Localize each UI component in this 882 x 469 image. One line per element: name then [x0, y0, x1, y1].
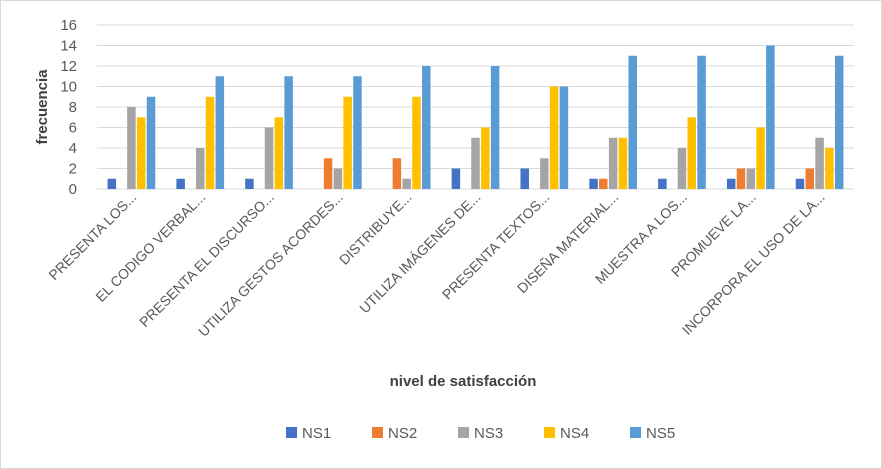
bar-ns2-5	[392, 158, 402, 189]
bar-ns3-3	[264, 127, 274, 189]
bar-ns4-3	[274, 117, 284, 189]
bar-ns4-5	[412, 96, 421, 189]
bar-ns5-8	[628, 55, 637, 189]
bar-ns1-8	[589, 178, 598, 189]
bar-ns3-4	[333, 168, 343, 189]
bar-ns3-9	[677, 148, 687, 189]
bars	[107, 45, 844, 189]
y-axis-title: frecuencia	[34, 69, 51, 145]
bar-ns2-10	[736, 168, 746, 189]
bar-ns1-11	[795, 178, 805, 189]
y-tick-label: 4	[69, 140, 77, 157]
bar-ns2-11	[805, 168, 815, 189]
bar-ns1-7	[520, 168, 529, 189]
y-tick-label: 2	[69, 161, 77, 178]
bar-ns1-2	[176, 178, 185, 189]
bar-ns3-8	[608, 137, 618, 189]
bar-ns4-10	[756, 127, 765, 189]
bar-ns3-5	[402, 178, 411, 189]
legend: NS1 NS2 NS3 NS4 NS5	[286, 425, 675, 442]
legend-swatch-ns2	[372, 427, 383, 438]
legend-swatch-ns3	[458, 427, 469, 438]
bar-ns5-5	[422, 66, 431, 189]
bar-ns5-11	[834, 55, 844, 189]
legend-label-ns5: NS5	[646, 425, 675, 442]
y-tick-label: 10	[60, 79, 77, 96]
bar-ns1-9	[658, 178, 667, 189]
y-tick-label: 12	[60, 58, 77, 75]
bar-ns4-11	[825, 148, 834, 189]
y-tick-label: 14	[60, 38, 77, 55]
x-tick-label: UTILIZA IMÁGENES DE...	[356, 189, 483, 316]
bar-ns5-4	[353, 76, 362, 189]
bar-ns4-8	[618, 137, 628, 189]
y-axis-ticks: 0 2 4 6 8 10 12 14 16	[60, 17, 77, 198]
y-tick-label: 8	[69, 99, 77, 116]
legend-label-ns4: NS4	[560, 425, 589, 442]
y-tick-label: 16	[60, 17, 77, 34]
bar-ns5-6	[490, 66, 500, 189]
bar-ns4-2	[205, 96, 215, 189]
bar-ns1-1	[107, 178, 117, 189]
x-tick-label: INCORPORA EL USO DE LA...	[679, 189, 828, 338]
bar-ns3-6	[471, 137, 480, 189]
bar-ns1-3	[245, 178, 254, 189]
bar-ns4-7	[549, 86, 559, 189]
bar-ns2-8	[599, 178, 608, 189]
bar-ns3-7	[540, 158, 549, 189]
y-tick-label: 0	[69, 181, 77, 198]
bar-ns5-10	[766, 45, 775, 189]
bar-ns2-4	[323, 158, 333, 189]
x-tick-label: PRESENTA EL DISCURSO...	[136, 189, 277, 330]
legend-label-ns1: NS1	[302, 425, 331, 442]
legend-swatch-ns1	[286, 427, 297, 438]
bar-ns3-10	[746, 168, 756, 189]
bar-ns5-1	[146, 96, 156, 189]
bar-ns4-4	[343, 96, 352, 189]
x-tick-label: UTILIZA GESTOS ACORDES...	[195, 189, 346, 340]
bar-ns3-11	[815, 137, 824, 189]
bar-ns4-9	[687, 117, 697, 189]
x-tick-label: DISTRIBUYE...	[336, 189, 415, 268]
legend-label-ns3: NS3	[474, 425, 503, 442]
bar-ns3-2	[195, 148, 205, 189]
bar-ns1-10	[726, 178, 736, 189]
bar-ns5-3	[284, 76, 293, 189]
bar-ns5-2	[215, 76, 225, 189]
bar-ns4-6	[481, 127, 490, 189]
bar-ns4-1	[136, 117, 146, 189]
y-tick-label: 6	[69, 120, 77, 137]
x-axis-title: nivel de satisfacción	[390, 373, 537, 390]
legend-swatch-ns4	[544, 427, 555, 438]
legend-label-ns2: NS2	[388, 425, 417, 442]
bar-ns5-9	[697, 55, 706, 189]
x-axis-ticks: PRESENTA LOS...EL CODIGO VERBAL...PRESEN…	[45, 189, 827, 340]
bar-ns3-1	[127, 107, 136, 189]
bar-ns5-7	[559, 86, 569, 189]
bar-ns1-6	[451, 168, 461, 189]
legend-swatch-ns5	[630, 427, 641, 438]
